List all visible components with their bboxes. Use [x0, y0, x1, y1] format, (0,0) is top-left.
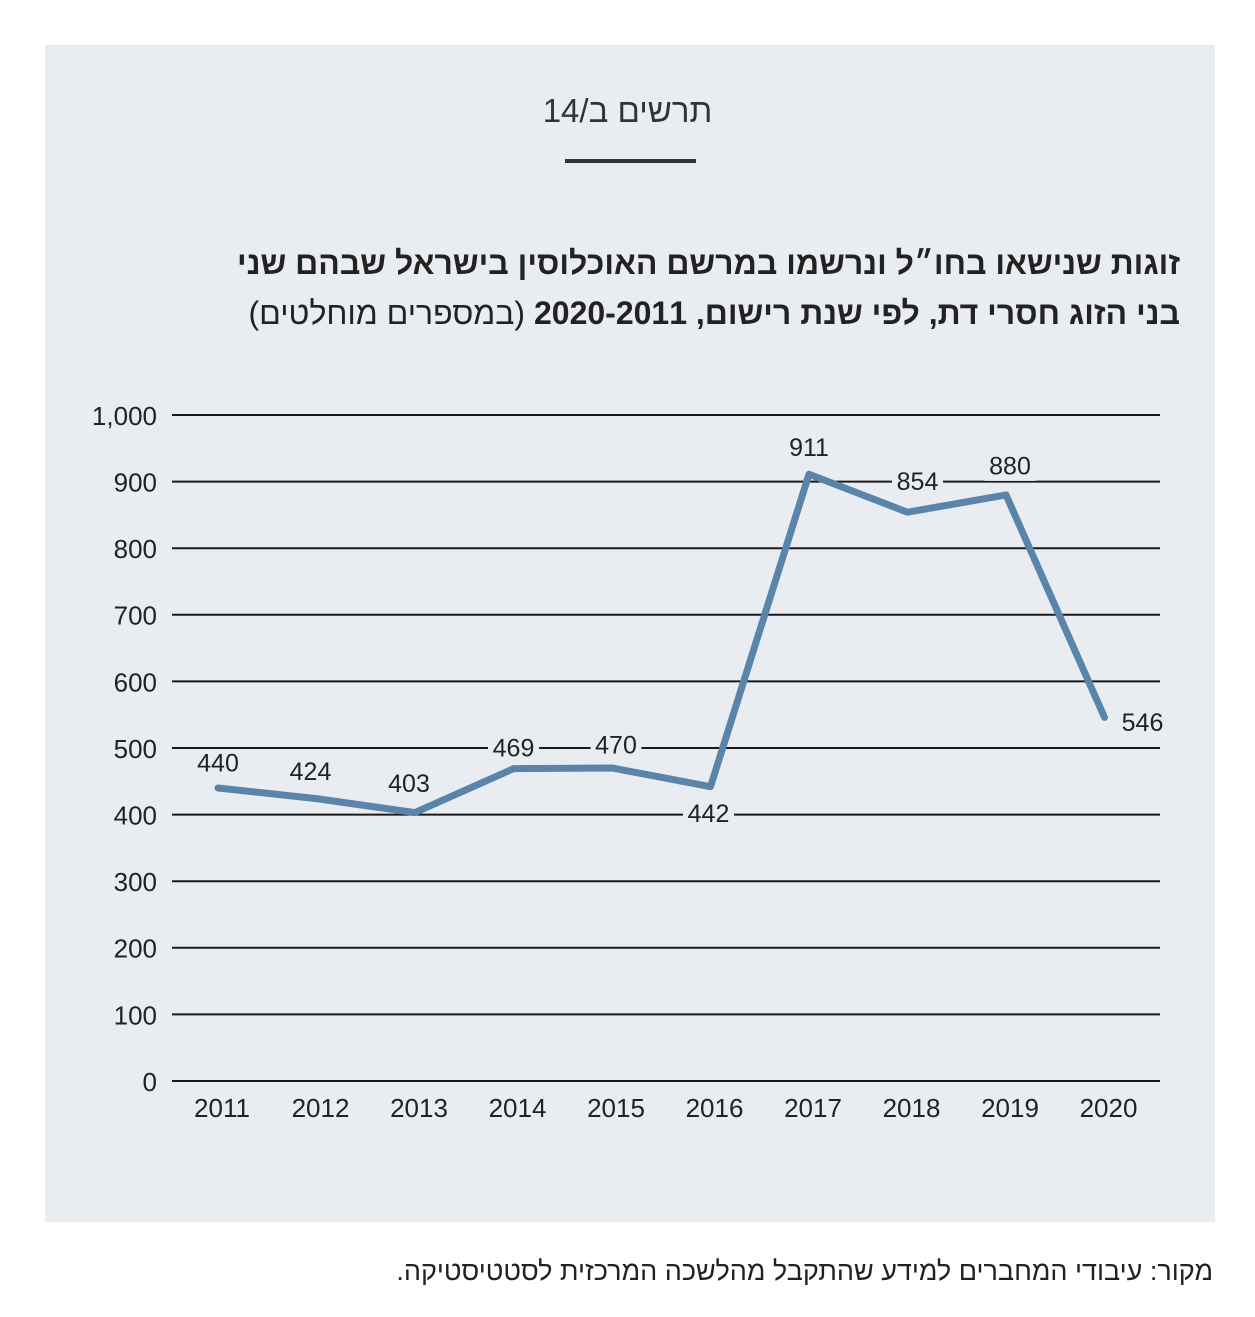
chart-title: זוגות שנישאו בחו״ל ונרשמו במרשם האוכלוסי…	[75, 238, 1180, 338]
data-label: 469	[493, 734, 535, 762]
series-line	[214, 470, 1108, 817]
data-label-bg	[192, 749, 244, 778]
y-tick-label: 800	[114, 534, 157, 564]
data-label: 854	[897, 468, 939, 496]
chart-title-line1: זוגות שנישאו בחו״ל ונרשמו במרשם האוכלוסי…	[237, 245, 1180, 281]
data-label: 403	[388, 770, 430, 798]
data-label-bg	[683, 800, 734, 829]
x-axis-ticks: 2011 2012 2013 2014 2015 2016 2017 2018 2019 2020	[194, 1093, 1137, 1123]
y-axis-ticks: 0 100 200 300 400 500 600 700 800 900 1,000	[92, 401, 157, 1097]
data-label-bg	[383, 770, 435, 799]
title-rule	[565, 159, 696, 163]
y-tick-label: 900	[114, 467, 157, 497]
data-label: 470	[595, 732, 637, 760]
data-label: 442	[688, 800, 730, 828]
source-note: מקור: עיבודי המחברים למידע שהתקבל מהלשכה…	[396, 1256, 1213, 1286]
y-tick-label: 700	[114, 601, 157, 631]
data-label: 424	[290, 758, 332, 786]
x-tick-label: 2015	[587, 1093, 645, 1123]
y-tick-label: 1,000	[92, 401, 157, 431]
x-tick-label: 2017	[784, 1093, 842, 1123]
data-label: 546	[1122, 709, 1164, 737]
x-tick-label: 2013	[390, 1093, 448, 1123]
chart-title-unit: (במספרים מוחלטים)	[248, 295, 526, 331]
y-tick-label: 0	[143, 1067, 157, 1097]
x-tick-label: 2014	[489, 1093, 547, 1123]
y-tick-label: 100	[114, 1000, 157, 1030]
y-tick-label: 300	[114, 867, 157, 897]
data-label-bg	[590, 731, 642, 760]
y-tick-label: 400	[114, 800, 157, 830]
x-tick-label: 2018	[883, 1093, 941, 1123]
data-labels: 440 424 403 469 470 442 911 854 880 546	[192, 434, 1168, 829]
data-label: 440	[197, 750, 239, 778]
data-label: 880	[989, 453, 1031, 481]
chart-panel	[45, 45, 1215, 1222]
x-tick-label: 2011	[194, 1093, 250, 1123]
chart-title-main: בני הזוג חסרי דת, לפי שנת רישום, 2020-20…	[533, 295, 1180, 331]
x-tick-label: 2019	[981, 1093, 1039, 1123]
data-label-bg	[984, 452, 1036, 481]
data-label-bg	[285, 758, 336, 787]
y-tick-label: 600	[114, 667, 157, 697]
y-tick-label: 500	[114, 734, 157, 764]
data-label-bg	[783, 434, 835, 463]
y-tick-label: 200	[114, 934, 157, 964]
data-label: 911	[789, 434, 829, 462]
series-line-group	[214, 470, 1108, 817]
x-tick-label: 2020	[1080, 1093, 1138, 1123]
grid-lines	[172, 414, 1160, 1082]
data-label-bg	[892, 468, 943, 497]
figure-label: תרשים ב/14	[542, 92, 713, 129]
data-label-bg	[1117, 709, 1168, 738]
data-label-bg	[488, 734, 539, 763]
chart-title-line2: בני הזוג חסרי דת, לפי שנת רישום, 2020-20…	[75, 288, 1180, 338]
x-tick-label: 2012	[292, 1093, 350, 1123]
x-tick-label: 2016	[686, 1093, 744, 1123]
